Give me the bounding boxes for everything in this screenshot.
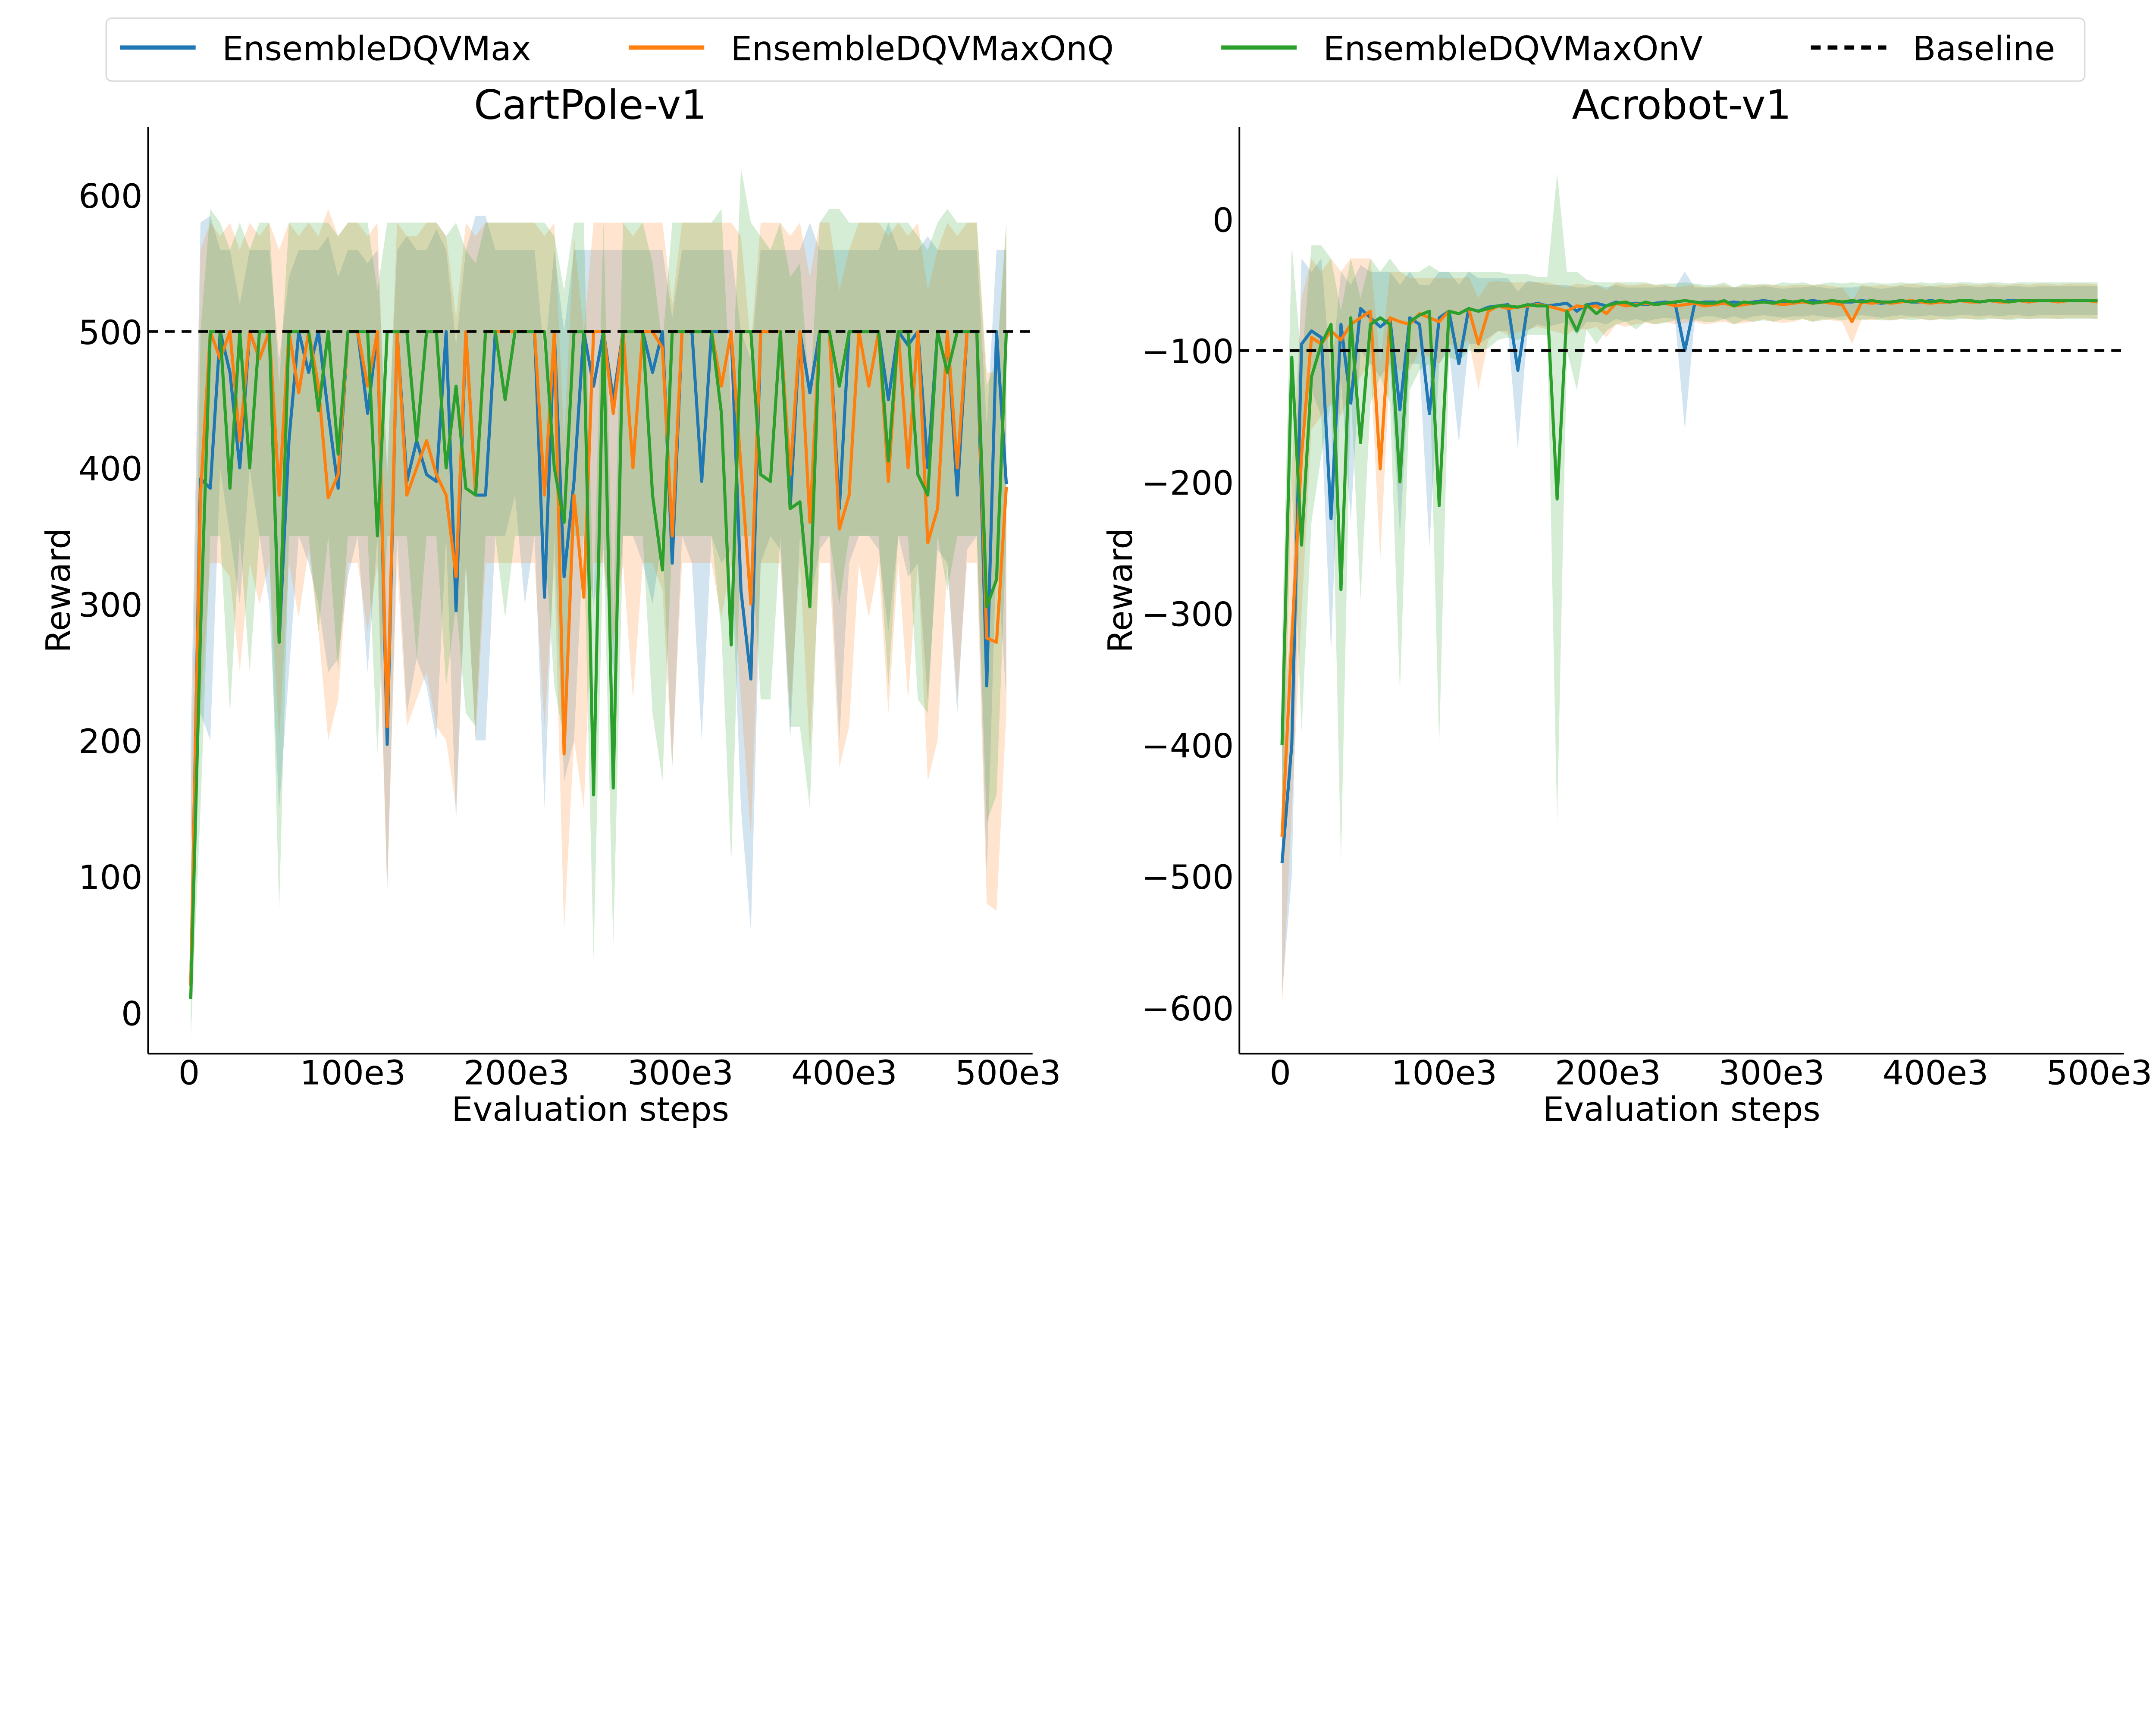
y-tick-label: 200 <box>78 722 142 761</box>
legend-frame <box>105 17 2086 82</box>
legend-label-baseline: Baseline <box>1913 29 2055 68</box>
band-ensembledqvmaxonq <box>1282 258 2098 1008</box>
band-ensembledqvmaxonv <box>1282 173 2098 863</box>
band-ensembledqvmax <box>1282 258 2098 995</box>
series-line-ensembledqvmaxonq <box>189 330 1008 986</box>
figure-canvas: EnsembleDQVMax EnsembleDQVMaxOnQ EnsembleD… <box>39 17 2153 1129</box>
legend-label-ensembledqvmaxonq: EnsembleDQVMaxOnQ <box>731 29 1114 68</box>
x-tick-label: 400e3 <box>791 1054 897 1093</box>
y-tick-label: −400 <box>1142 727 1234 765</box>
y-tick-label: 600 <box>78 177 142 216</box>
y-axis-label: Reward <box>39 528 78 653</box>
y-tick-label: 0 <box>121 995 142 1034</box>
legend: EnsembleDQVMax EnsembleDQVMaxOnQ EnsembleD… <box>105 17 2086 82</box>
y-tick-label: 500 <box>78 314 142 352</box>
y-tick-label: 400 <box>78 450 142 489</box>
x-tick-label: 200e3 <box>464 1054 570 1093</box>
x-tick-label: 0 <box>1269 1054 1291 1093</box>
y-tick-label: −200 <box>1142 464 1234 503</box>
legend-label-ensembledqvmaxonv: EnsembleDQVMaxOnV <box>1323 29 1703 68</box>
x-tick-label: 300e3 <box>627 1054 733 1093</box>
legend-label-ensembledqvmax: EnsembleDQVMax <box>222 29 531 68</box>
x-tick-label: 500e3 <box>955 1054 1061 1093</box>
x-tick-label: 400e3 <box>1883 1054 1989 1093</box>
x-tick-label: 300e3 <box>1719 1054 1825 1093</box>
x-tick-label: 100e3 <box>300 1054 406 1093</box>
y-tick-label: 300 <box>78 586 142 625</box>
y-tick-label: 100 <box>78 859 142 897</box>
x-tick-label: 500e3 <box>2046 1054 2153 1093</box>
chart-title: Acrobot-v1 <box>1572 82 1791 129</box>
x-axis-label: Evaluation steps <box>451 1090 729 1129</box>
y-tick-label: −500 <box>1142 858 1234 897</box>
x-axis-label: Evaluation steps <box>1543 1090 1821 1129</box>
figure: EnsembleDQVMax EnsembleDQVMaxOnQ EnsembleD… <box>39 17 2153 1129</box>
y-tick-label: −100 <box>1142 332 1234 371</box>
y-axis-label: Reward <box>1101 528 1140 653</box>
x-tick-label: 200e3 <box>1555 1054 1661 1093</box>
series-line-ensembledqvmaxonv <box>1280 299 2098 745</box>
chart-title: CartPole-v1 <box>474 82 707 129</box>
x-tick-label: 0 <box>179 1054 200 1093</box>
chart-cartpole: 0 100 200 300 400 500 600 0 100e3 200e3 300e3 400e3… <box>39 82 1061 1129</box>
y-tick-label: −600 <box>1142 990 1234 1029</box>
y-tick-label: −300 <box>1142 596 1234 634</box>
y-tick-label: 0 <box>1213 201 1234 240</box>
chart-acrobot: 0 −100 −200 −300 −400 −500 −600 0 100e3 200e3 300e… <box>1101 82 2153 1129</box>
x-tick-label: 100e3 <box>1391 1054 1497 1093</box>
